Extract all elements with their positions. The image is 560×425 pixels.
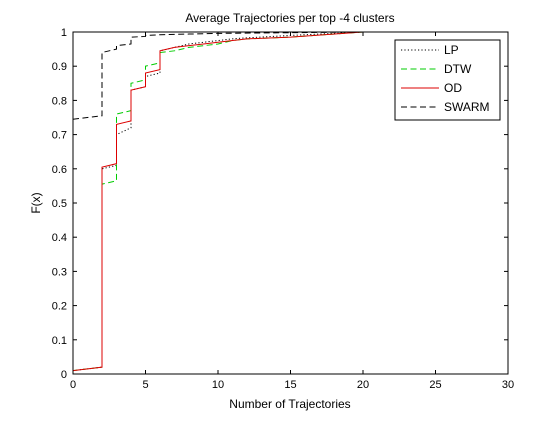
y-axis-label: F(x): [29, 192, 43, 213]
y-tick-label: 0.2: [52, 301, 67, 313]
y-tick-label: 0.8: [52, 95, 67, 107]
y-tick-label: 0.1: [52, 335, 67, 347]
x-tick-label: 30: [502, 379, 514, 391]
x-tick-label: 0: [70, 379, 76, 391]
y-tick-label: 0.9: [52, 61, 67, 73]
x-tick-label: 5: [142, 379, 148, 391]
y-tick-label: 0: [61, 369, 67, 381]
chart-title: Average Trajectories per top -4 clusters: [185, 11, 394, 25]
legend-label-dtw: DTW: [444, 62, 472, 76]
x-tick-label: 15: [284, 379, 296, 391]
plot-frame: [72, 31, 509, 375]
legend: LP DTW OD SWARM: [394, 39, 501, 121]
legend-label-lp: LP: [444, 43, 459, 57]
y-tick-label: 0.5: [52, 198, 67, 210]
y-tick-label: 1: [61, 27, 67, 39]
y-tick-label: 0.3: [52, 266, 67, 278]
y-tick-label: 0.7: [52, 130, 67, 142]
series-line-od: [72, 31, 364, 372]
x-tick-label: 25: [429, 379, 441, 391]
x-tick-label: 10: [212, 379, 224, 391]
x-tick-label: 20: [357, 379, 369, 391]
axis-ticks: 0 5 10 15 20 25 30 0 0.1 0.2 0.3 0.4 0.5 0.6 0.7 0.8 0.9…: [52, 27, 514, 391]
series-layer: [72, 31, 364, 372]
y-tick-label: 0.4: [52, 232, 67, 244]
legend-label-od: OD: [444, 81, 462, 95]
legend-label-swarm: SWARM: [444, 100, 490, 114]
y-tick-label: 0.6: [52, 164, 67, 176]
x-axis-label: Number of Trajectories: [229, 397, 350, 411]
